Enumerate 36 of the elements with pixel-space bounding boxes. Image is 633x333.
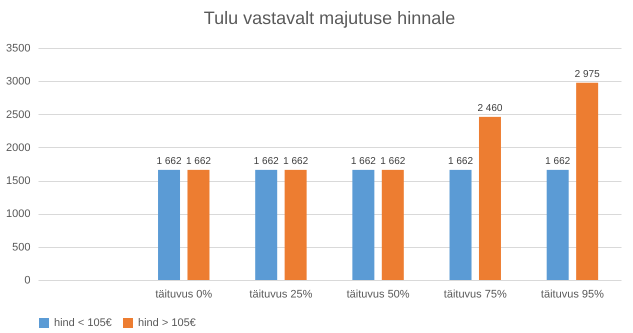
data-label: 1 662 [283,156,309,167]
y-tick-label: 0 [24,274,30,286]
x-tick-label: täituvus 75% [444,288,507,300]
data-label: 1 662 [186,156,212,167]
data-label: 1 662 [254,156,280,167]
bar [546,170,569,280]
data-label: 1 662 [156,156,182,167]
y-tick-label: 2000 [6,142,30,154]
bar [382,170,404,280]
data-label: 2 975 [574,68,600,80]
data-label: 1 662 [350,156,376,167]
data-label: 1 662 [448,156,474,167]
x-tick-label: täituvus 50% [346,288,410,300]
bar [284,170,307,280]
y-tick-label: 2500 [6,108,30,121]
x-tick-label: täituvus 25% [249,288,313,300]
legend-label: hind > 105€ [138,317,196,329]
data-label: 1 662 [380,156,406,167]
data-label: 1 662 [545,156,571,167]
y-tick-label: 3000 [6,76,30,88]
x-tick-label: täituvus 0% [155,288,212,300]
chart-title: Tulu vastavalt majutuse hinnale [204,8,456,28]
y-tick-label: 1000 [6,208,30,220]
bar [450,170,472,280]
bar [187,170,210,280]
y-tick-label: 1500 [6,175,30,188]
data-label: 2 460 [477,102,503,114]
bar [576,82,598,280]
bar [352,170,374,280]
bar [255,170,278,280]
y-tick-label: 3500 [6,42,30,54]
bar [478,116,501,280]
x-tick-label: täituvus 95% [540,288,604,300]
legend-label: hind < 105€ [54,317,112,329]
y-tick-label: 500 [12,241,30,254]
bar [158,170,180,280]
